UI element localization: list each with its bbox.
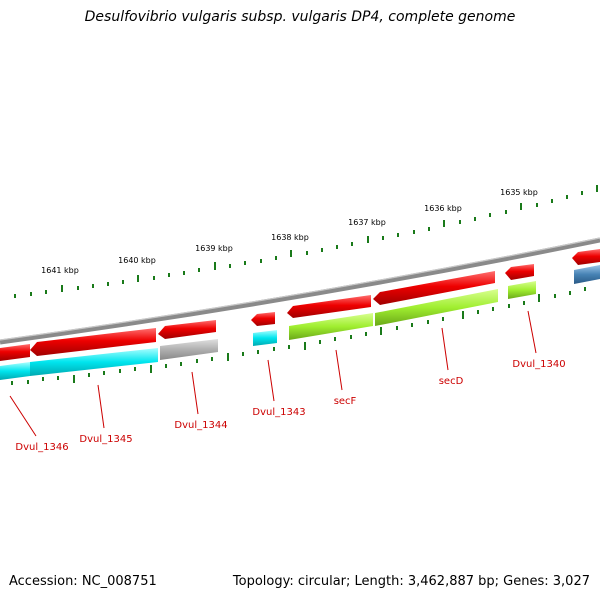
outer-scale-ticks: [14, 185, 598, 298]
gene-dvul-1340-forward[interactable]: [505, 264, 534, 280]
gene-label-secf[interactable]: secF: [334, 396, 357, 407]
gene-next-forward[interactable]: [572, 249, 600, 265]
gene-dvul-1343-forward[interactable]: [251, 312, 275, 326]
gene-secf-reverse[interactable]: [289, 313, 373, 340]
scale-label-1639: 1639 kbp: [195, 244, 233, 253]
gene-dvul-1343-reverse[interactable]: [253, 330, 277, 346]
genome-backbone: [0, 237, 600, 345]
inner-scale-ticks: [11, 287, 586, 385]
gene-label-dvul-1344[interactable]: Dvul_1344: [174, 420, 227, 431]
gene-next-reverse[interactable]: [574, 265, 600, 284]
gene-label-dvul-1346[interactable]: Dvul_1346: [15, 442, 68, 453]
scale-label-1637: 1637 kbp: [348, 218, 386, 227]
gene-label-secd[interactable]: secD: [439, 376, 464, 387]
reverse-strand-genes: [0, 265, 600, 380]
scale-labels: 1641 kbp 1640 kbp 1639 kbp 1638 kbp 1637…: [41, 188, 538, 275]
genome-summary-text: Topology: circular; Length: 3,462,887 bp…: [232, 574, 590, 589]
gene-label-dvul-1345[interactable]: Dvul_1345: [79, 434, 132, 445]
gene-dvul-1344-reverse[interactable]: [160, 339, 218, 360]
map-title: Desulfovibrio vulgaris subsp. vulgaris D…: [84, 9, 516, 25]
gene-secd-forward[interactable]: [373, 271, 495, 305]
accession-text: Accession: NC_008751: [9, 574, 157, 589]
gene-labels: Dvul_1346 Dvul_1345 Dvul_1344 Dvul_1343 …: [15, 359, 565, 453]
gene-dvul-1346-forward[interactable]: [0, 344, 30, 361]
scale-label-1640: 1640 kbp: [118, 256, 156, 265]
gene-secd-reverse[interactable]: [375, 289, 498, 326]
forward-strand-genes: [0, 249, 600, 361]
gene-label-leaders: [9, 310, 537, 437]
gene-secf-forward[interactable]: [287, 295, 371, 318]
gene-dvul-1346-reverse[interactable]: [0, 362, 30, 380]
gene-label-dvul-1343[interactable]: Dvul_1343: [252, 407, 305, 418]
scale-label-1635: 1635 kbp: [500, 188, 538, 197]
scale-label-1638: 1638 kbp: [271, 233, 309, 242]
scale-label-1636: 1636 kbp: [424, 204, 462, 213]
gene-dvul-1345-forward[interactable]: [30, 328, 156, 356]
gene-dvul-1340-reverse[interactable]: [508, 281, 536, 299]
gene-label-dvul-1340[interactable]: Dvul_1340: [512, 359, 565, 370]
gene-dvul-1345-reverse[interactable]: [30, 348, 158, 376]
scale-label-1641: 1641 kbp: [41, 266, 79, 275]
gene-dvul-1344-forward[interactable]: [158, 320, 216, 339]
